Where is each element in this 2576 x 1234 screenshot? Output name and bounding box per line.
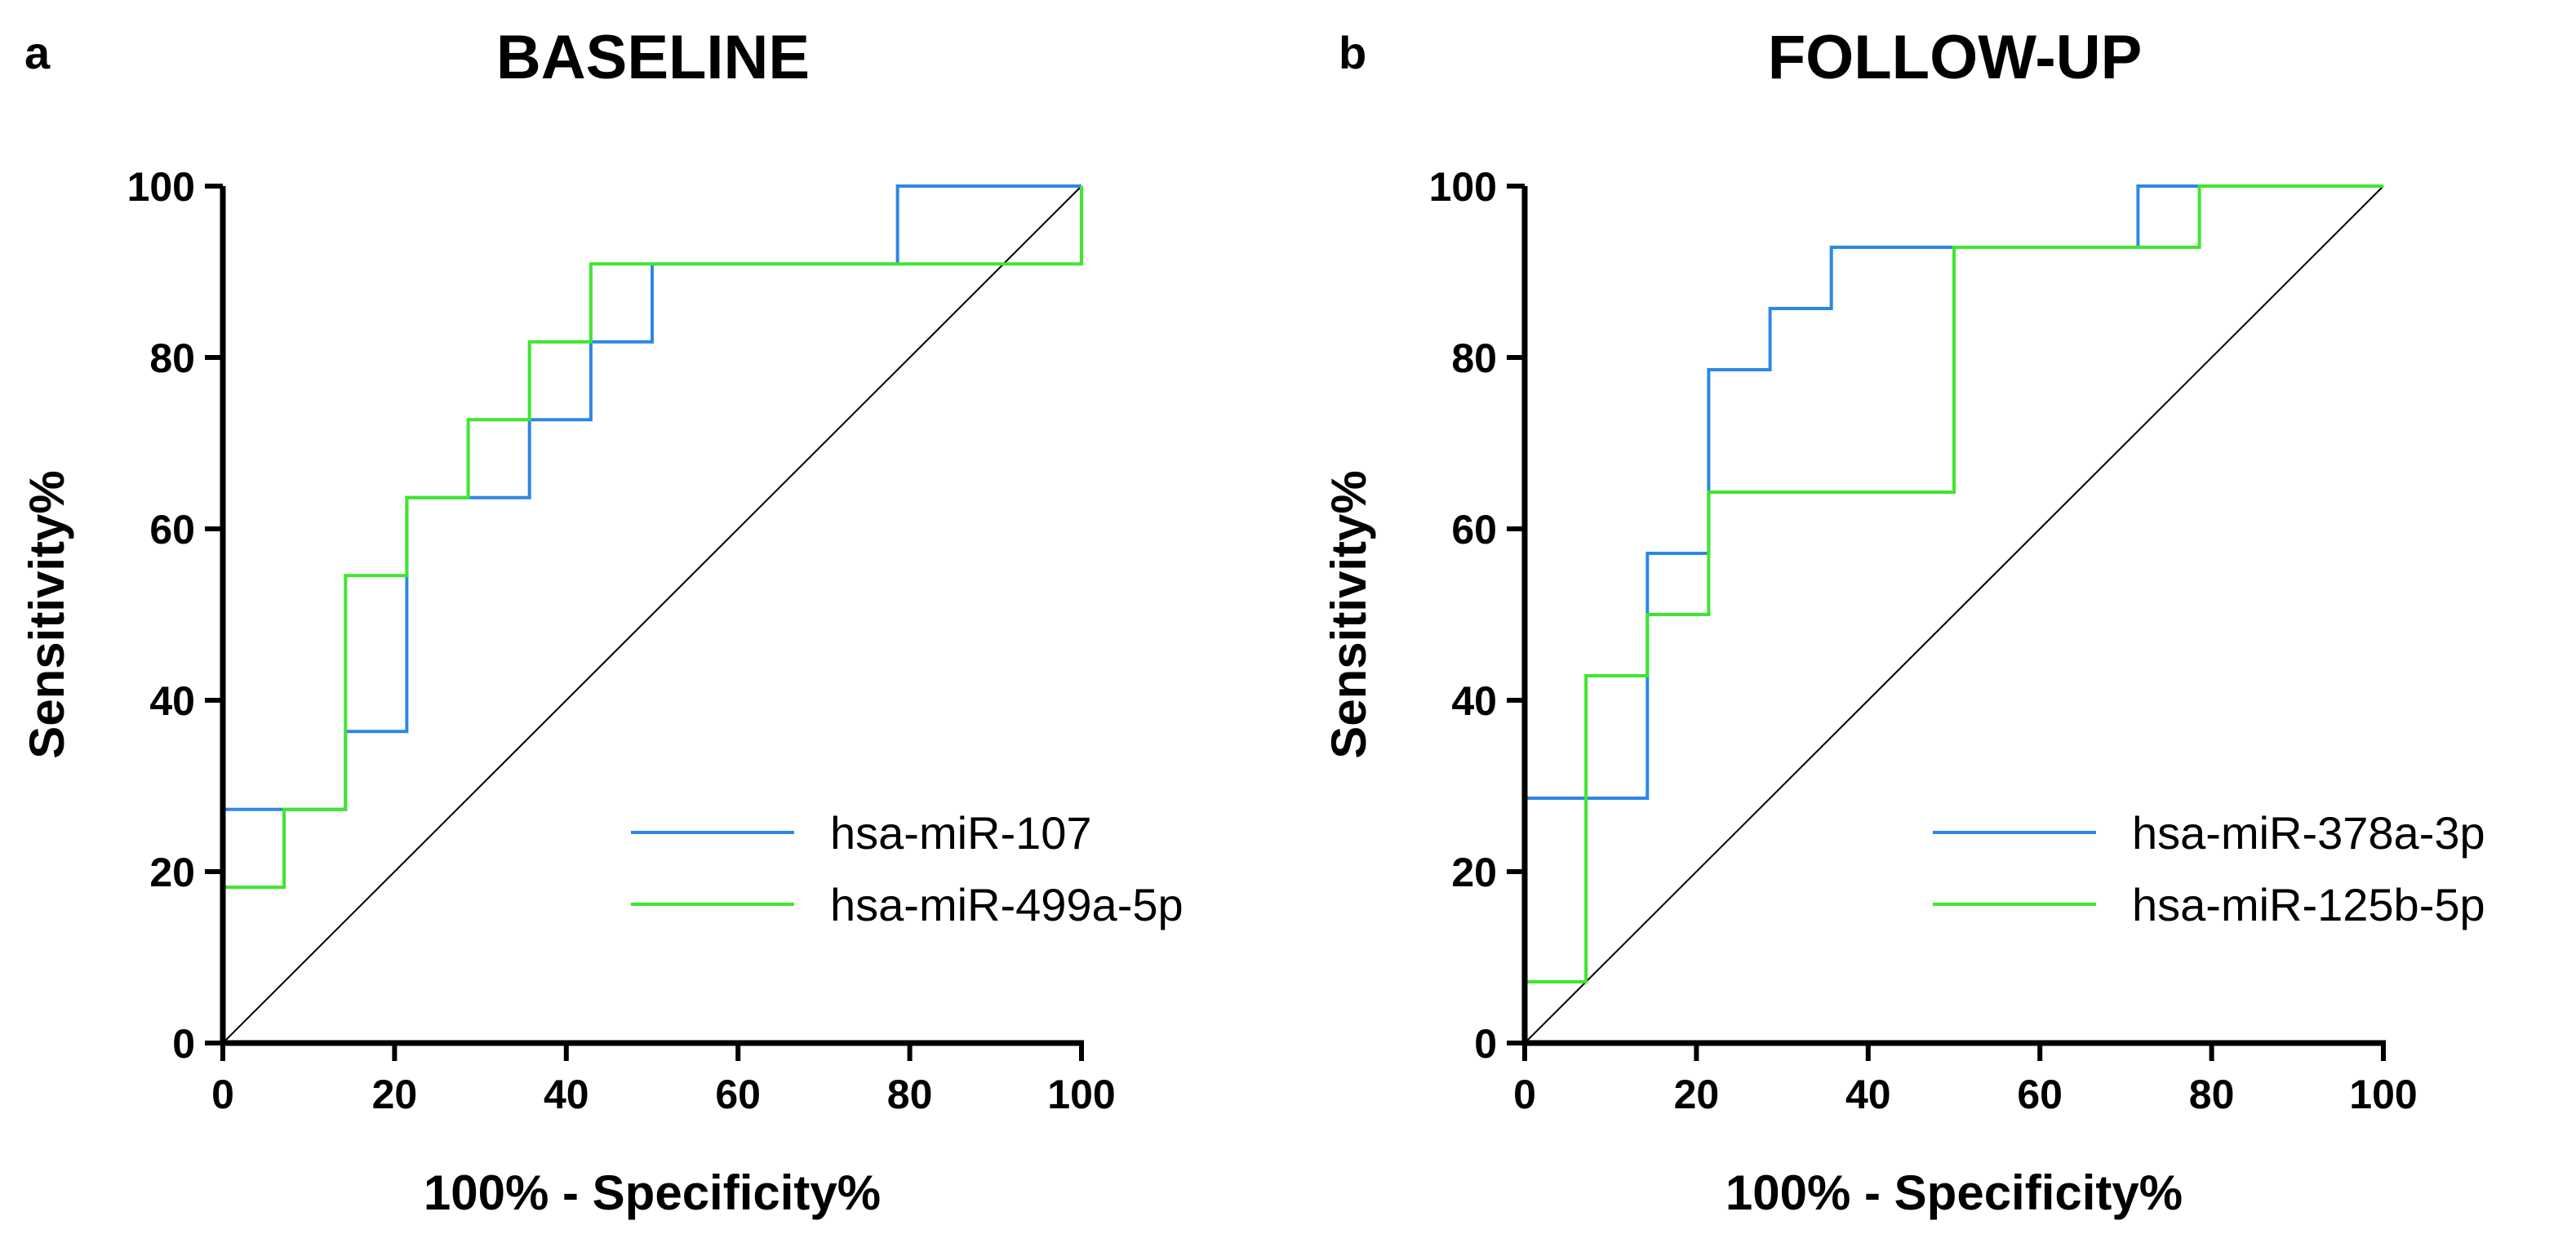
series-line-2 bbox=[1523, 184, 2383, 1043]
reference-diagonal-line bbox=[1524, 185, 2384, 1044]
x-tick-label: 20 bbox=[1674, 1072, 1720, 1117]
y-axis-label: Sensitivity% bbox=[20, 470, 74, 758]
x-tick-label: 0 bbox=[1513, 1072, 1536, 1117]
x-axis-label: 100% - Specificity% bbox=[1725, 1165, 2183, 1220]
chart-title: FOLLOW-UP bbox=[1768, 23, 2143, 92]
x-tick-label: 80 bbox=[2189, 1072, 2235, 1117]
panel-letter: a bbox=[24, 27, 51, 78]
legend-label-1: hsa-miR-107 bbox=[830, 807, 1092, 859]
legend-label-2: hsa-miR-125b-5p bbox=[2132, 879, 2485, 930]
x-tick-label: 100 bbox=[2349, 1072, 2417, 1117]
y-tick-label: 0 bbox=[172, 1021, 195, 1067]
x-tick-label: 0 bbox=[211, 1072, 234, 1117]
y-tick-label: 60 bbox=[1451, 507, 1497, 553]
y-tick-label: 100 bbox=[127, 164, 195, 210]
legend-label-2: hsa-miR-499a-5p bbox=[830, 879, 1184, 930]
y-tick-label: 80 bbox=[149, 335, 195, 381]
x-tick-label: 100 bbox=[1047, 1072, 1115, 1117]
y-tick-label: 40 bbox=[1451, 678, 1497, 724]
legend-label-1: hsa-miR-378a-3p bbox=[2132, 807, 2485, 859]
panel-baseline: a BASELINE 0 20 40 60 80 100 0 20 40 60 80 100 100% - … bbox=[20, 23, 1184, 1220]
y-tick-label: 0 bbox=[1474, 1021, 1497, 1067]
chart-title: BASELINE bbox=[496, 23, 810, 92]
series-line-2 bbox=[221, 186, 1083, 1043]
x-tick-label: 40 bbox=[1845, 1072, 1891, 1117]
y-tick-label: 80 bbox=[1451, 335, 1497, 381]
panel-follow-up: b FOLLOW-UP 0 20 40 60 80 100 0 20 40 60 80 100 100% -… bbox=[1321, 23, 2485, 1220]
y-axis-label: Sensitivity% bbox=[1321, 470, 1376, 758]
y-tick-label: 20 bbox=[1451, 850, 1497, 895]
x-axis-label: 100% - Specificity% bbox=[424, 1165, 881, 1220]
x-tick-label: 40 bbox=[544, 1072, 589, 1117]
reference-diagonal-line bbox=[222, 185, 1082, 1044]
y-tick-label: 40 bbox=[149, 678, 195, 724]
x-tick-label: 20 bbox=[372, 1072, 418, 1117]
panel-letter: b bbox=[1339, 27, 1366, 78]
x-tick-label: 80 bbox=[887, 1072, 933, 1117]
x-tick-label: 60 bbox=[2017, 1072, 2063, 1117]
y-tick-label: 100 bbox=[1429, 164, 1497, 210]
y-tick-label: 60 bbox=[149, 507, 195, 553]
x-tick-label: 60 bbox=[715, 1072, 761, 1117]
y-tick-label: 20 bbox=[149, 850, 195, 895]
